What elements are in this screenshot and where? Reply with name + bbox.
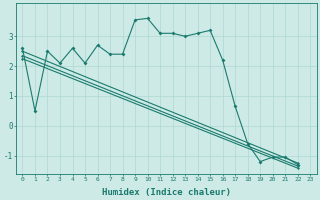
X-axis label: Humidex (Indice chaleur): Humidex (Indice chaleur) (102, 188, 231, 197)
